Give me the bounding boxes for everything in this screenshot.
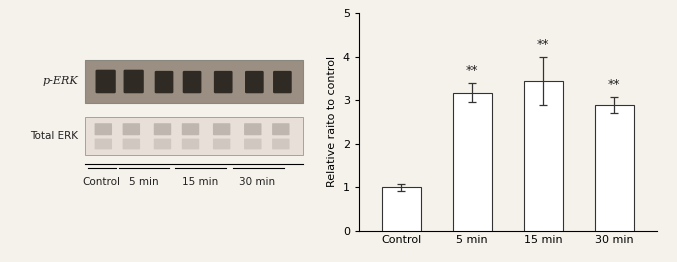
Bar xyxy=(453,93,492,231)
FancyBboxPatch shape xyxy=(182,139,199,149)
FancyBboxPatch shape xyxy=(272,139,290,149)
FancyBboxPatch shape xyxy=(272,123,290,135)
FancyBboxPatch shape xyxy=(154,139,171,149)
FancyBboxPatch shape xyxy=(123,139,140,149)
FancyBboxPatch shape xyxy=(124,70,144,93)
FancyBboxPatch shape xyxy=(213,123,230,135)
FancyBboxPatch shape xyxy=(244,123,261,135)
FancyBboxPatch shape xyxy=(273,71,292,93)
Bar xyxy=(594,105,634,231)
FancyBboxPatch shape xyxy=(85,60,303,103)
FancyBboxPatch shape xyxy=(245,71,264,93)
FancyBboxPatch shape xyxy=(123,123,140,135)
Text: p-ERK: p-ERK xyxy=(43,77,79,86)
Text: **: ** xyxy=(608,78,620,91)
Text: 15 min: 15 min xyxy=(181,177,218,187)
FancyBboxPatch shape xyxy=(155,71,173,93)
FancyBboxPatch shape xyxy=(213,139,230,149)
Text: Control: Control xyxy=(83,177,121,187)
FancyBboxPatch shape xyxy=(95,70,116,93)
FancyBboxPatch shape xyxy=(244,139,261,149)
Y-axis label: Relative raito to control: Relative raito to control xyxy=(327,56,337,187)
FancyBboxPatch shape xyxy=(183,71,202,93)
Bar xyxy=(524,81,563,231)
FancyBboxPatch shape xyxy=(95,139,112,149)
Text: **: ** xyxy=(466,64,479,77)
FancyBboxPatch shape xyxy=(95,123,112,135)
FancyBboxPatch shape xyxy=(85,117,303,155)
Text: **: ** xyxy=(537,38,550,51)
Bar xyxy=(382,187,421,231)
Text: 30 min: 30 min xyxy=(240,177,276,187)
FancyBboxPatch shape xyxy=(154,123,171,135)
FancyBboxPatch shape xyxy=(214,71,233,93)
FancyBboxPatch shape xyxy=(182,123,199,135)
Text: 5 min: 5 min xyxy=(129,177,158,187)
Text: Total ERK: Total ERK xyxy=(30,131,79,141)
